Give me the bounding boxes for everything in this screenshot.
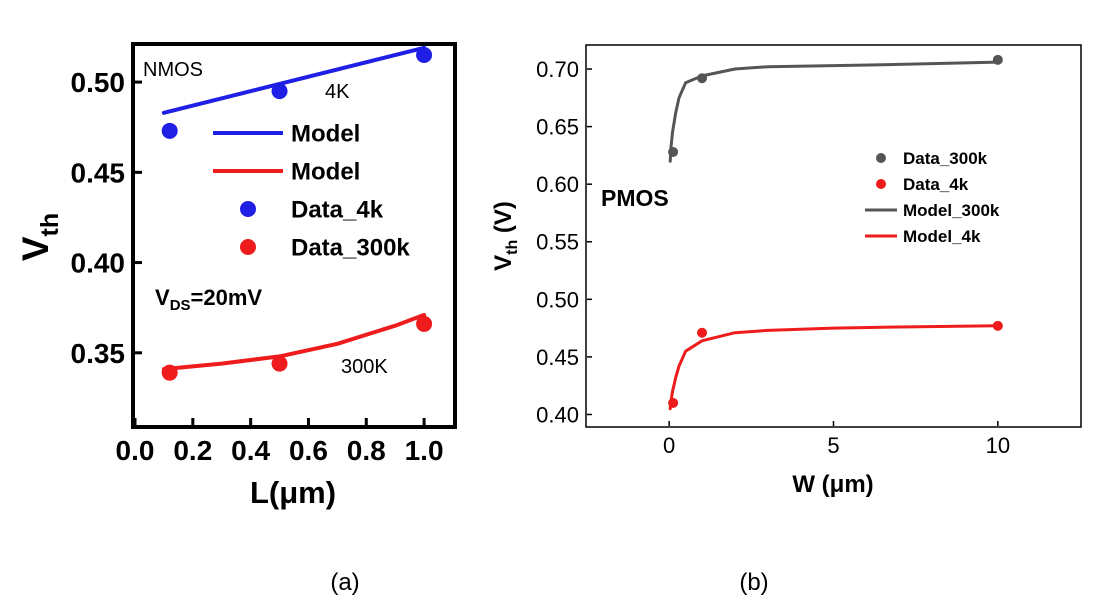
panel-label-a: (a) bbox=[330, 569, 359, 596]
y-tick-label-a: 0.45 bbox=[71, 157, 126, 188]
series-line-b-2 bbox=[668, 60, 1000, 163]
legend-label: Model_4k bbox=[903, 227, 981, 246]
series-line-b-3 bbox=[668, 324, 1000, 411]
legend-marker-swatch bbox=[876, 179, 886, 189]
data-point-b-1 bbox=[697, 327, 708, 338]
data-point-a-2 bbox=[271, 83, 288, 100]
legend-label: Model_300k bbox=[903, 201, 1000, 220]
legend-marker-swatch bbox=[876, 153, 886, 163]
y-tick-label-b: 0.55 bbox=[536, 230, 579, 255]
annotation-device-a: NMOS bbox=[143, 59, 203, 81]
y-tick-label-a: 0.40 bbox=[71, 248, 126, 279]
x-tick-label-b: 0 bbox=[663, 433, 675, 458]
annotation-bias: VDS=20mV bbox=[155, 285, 262, 314]
y-tick-label-a: 0.50 bbox=[71, 67, 126, 98]
legend-label: Data_300k bbox=[291, 235, 410, 262]
legend-label: Data_300k bbox=[903, 149, 988, 168]
y-axis-label-a: Vth bbox=[15, 213, 64, 261]
legend-label: Model bbox=[291, 121, 360, 148]
annotation-4k: 4K bbox=[325, 81, 350, 103]
annotation-device-b: PMOS bbox=[601, 185, 669, 211]
legend-a: Model Model Data_4k Data_300k bbox=[213, 121, 410, 262]
x-tick-label-a: 0.4 bbox=[231, 435, 270, 466]
legend-marker-swatch bbox=[240, 239, 256, 255]
data-point-a-3 bbox=[271, 355, 288, 372]
legend-b: Data_300k Data_4k Model_300k Model_4k bbox=[865, 149, 1000, 246]
plot-frame-a bbox=[131, 42, 457, 429]
data-point-a-2 bbox=[161, 122, 178, 139]
panel-b: 0.40 0.45 0.50 0.55 0.60 0.65 0.70 0 5 10 PMOS D… bbox=[490, 44, 1082, 596]
annotation-300k: 300K bbox=[341, 356, 388, 378]
plot-frame-b bbox=[585, 44, 1082, 428]
legend-label: Model bbox=[291, 159, 360, 186]
x-tick-label-b: 10 bbox=[986, 433, 1010, 458]
series-line-a-0 bbox=[161, 45, 427, 115]
x-axis-label-b: W (μm) bbox=[792, 471, 873, 498]
panel-a: 0.35 0.40 0.45 0.50 0.0 0.2 0.4 0.6 0.8 1.0 NMOS… bbox=[15, 42, 457, 596]
panel-label-b: (b) bbox=[739, 569, 768, 596]
legend-marker-swatch bbox=[240, 201, 256, 217]
y-tick-label-b: 0.50 bbox=[536, 287, 579, 312]
y-tick-label-a: 0.35 bbox=[71, 338, 126, 369]
x-tick-label-a: 0.0 bbox=[116, 435, 155, 466]
x-axis-label-a: L(μm) bbox=[250, 475, 336, 510]
x-tick-label-a: 1.0 bbox=[405, 435, 444, 466]
y-tick-label-b: 0.70 bbox=[536, 57, 579, 82]
x-tick-label-a: 0.8 bbox=[347, 435, 386, 466]
x-tick-label-a: 0.6 bbox=[289, 435, 328, 466]
y-tick-label-b: 0.65 bbox=[536, 115, 579, 140]
x-tick-label-a: 0.2 bbox=[173, 435, 212, 466]
x-tick-label-b: 5 bbox=[827, 433, 839, 458]
legend-label: Data_4k bbox=[291, 197, 384, 224]
y-tick-label-b: 0.60 bbox=[536, 172, 579, 197]
series-line-a-1 bbox=[161, 312, 427, 372]
data-point-a-3 bbox=[161, 364, 178, 381]
legend-label: Data_4k bbox=[903, 175, 969, 194]
y-axis-label-b: Vth (V) bbox=[490, 201, 521, 271]
data-point-a-2 bbox=[416, 47, 433, 64]
y-tick-label-b: 0.45 bbox=[536, 345, 579, 370]
data-point-a-3 bbox=[416, 315, 433, 332]
y-tick-label-b: 0.40 bbox=[536, 402, 579, 427]
